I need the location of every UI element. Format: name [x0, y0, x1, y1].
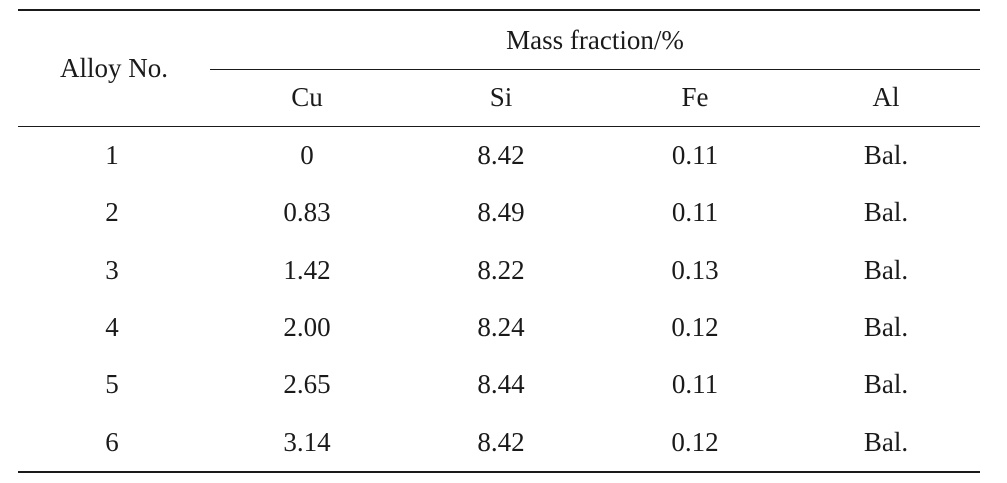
si-cell: 8.24: [477, 312, 525, 343]
al-cell: Bal.: [863, 369, 909, 400]
cu-cell: 0.83: [283, 197, 331, 228]
si-cell: 8.44: [477, 369, 525, 400]
fe-cell: 0.11: [671, 197, 719, 228]
al-cell: Bal.: [792, 413, 981, 473]
si-cell: 8.42: [404, 413, 598, 473]
si-cell: 8.49: [477, 197, 525, 228]
alloy-number-cell: 5: [105, 369, 119, 400]
cu-cell: 3.14: [210, 413, 404, 473]
table-row: 5 2.65 8.44 0.11 Bal.: [18, 356, 980, 413]
column-header-fe: Fe: [598, 69, 792, 127]
cu-cell: 1.42: [283, 254, 331, 285]
alloy-no-header: Alloy No.: [18, 10, 210, 127]
cu-cell: 2.00: [283, 312, 331, 343]
spanner-rule: [210, 69, 981, 70]
composition-table: Alloy No. Mass fraction/% Cu Si Fe Al 1 …: [18, 9, 981, 473]
al-cell: Bal.: [863, 197, 909, 228]
alloy-number-cell: 2: [105, 197, 119, 228]
cu-cell: 2.65: [283, 369, 331, 400]
fe-cell: 0.13: [671, 254, 719, 285]
table-row: 4 2.00 8.24 0.12 Bal.: [18, 299, 980, 356]
table-row: 2 0.83 8.49 0.11 Bal.: [18, 184, 980, 241]
column-header-al: Al: [792, 69, 981, 127]
fe-cell: 0.11: [671, 369, 719, 400]
alloy-number-cell: 4: [105, 312, 119, 343]
cu-cell: 0: [300, 140, 314, 171]
column-header-cu: Cu: [210, 69, 404, 127]
header-row-group: Alloy No. Mass fraction/%: [18, 10, 981, 127]
table-row: 3 1.42 8.22 0.13 Bal.: [18, 242, 980, 299]
si-cell: 8.42: [477, 140, 525, 171]
fe-cell: 0.12: [598, 413, 792, 473]
mass-fraction-header: Mass fraction/%: [210, 10, 981, 70]
header-row-elements: Cu Si Fe Al: [18, 69, 981, 127]
alloy-number-cell: 1: [105, 140, 119, 171]
al-cell: Bal.: [863, 140, 909, 171]
table-row: 6 3.14 8.42 0.12 Bal.: [18, 413, 981, 473]
alloy-number-cell: 6: [18, 413, 210, 473]
fe-cell: 0.11: [671, 140, 719, 171]
mass-fraction-label: Mass fraction/%: [506, 24, 684, 55]
column-header-si: Si: [404, 69, 598, 127]
si-cell: 8.22: [477, 254, 525, 285]
al-cell: Bal.: [863, 312, 909, 343]
fe-cell: 0.12: [671, 312, 719, 343]
al-cell: Bal.: [863, 254, 909, 285]
alloy-number-cell: 3: [105, 254, 119, 285]
table-row: 1 0 8.42 0.11 Bal.: [18, 127, 980, 185]
